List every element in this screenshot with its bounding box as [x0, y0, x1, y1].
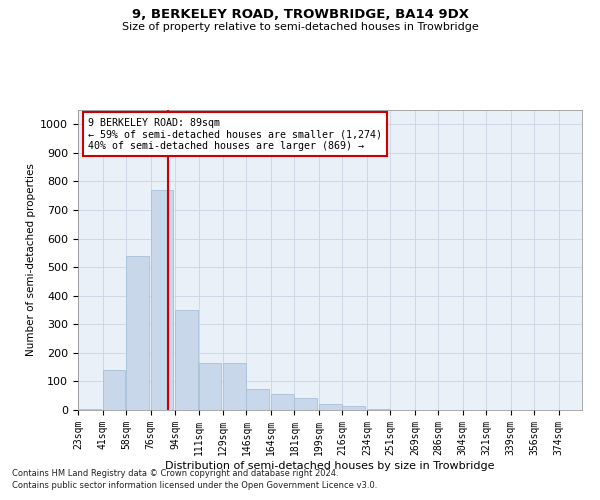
Bar — [295, 398, 317, 410]
Bar — [343, 406, 365, 410]
Y-axis label: Number of semi-detached properties: Number of semi-detached properties — [26, 164, 36, 356]
Bar — [126, 256, 149, 410]
Text: 9, BERKELEY ROAD, TROWBRIDGE, BA14 9DX: 9, BERKELEY ROAD, TROWBRIDGE, BA14 9DX — [131, 8, 469, 20]
Bar — [151, 190, 173, 410]
Bar — [78, 409, 101, 410]
Bar — [103, 370, 125, 410]
Bar — [271, 394, 294, 410]
Bar — [319, 404, 341, 410]
Bar — [223, 363, 246, 410]
Bar — [199, 363, 221, 410]
Text: 9 BERKELEY ROAD: 89sqm
← 59% of semi-detached houses are smaller (1,274)
40% of : 9 BERKELEY ROAD: 89sqm ← 59% of semi-det… — [88, 118, 382, 150]
Text: Size of property relative to semi-detached houses in Trowbridge: Size of property relative to semi-detach… — [122, 22, 478, 32]
X-axis label: Distribution of semi-detached houses by size in Trowbridge: Distribution of semi-detached houses by … — [165, 460, 495, 470]
Bar — [247, 388, 269, 410]
Bar — [367, 408, 389, 410]
Text: Contains public sector information licensed under the Open Government Licence v3: Contains public sector information licen… — [12, 481, 377, 490]
Bar — [175, 310, 198, 410]
Text: Contains HM Land Registry data © Crown copyright and database right 2024.: Contains HM Land Registry data © Crown c… — [12, 468, 338, 477]
